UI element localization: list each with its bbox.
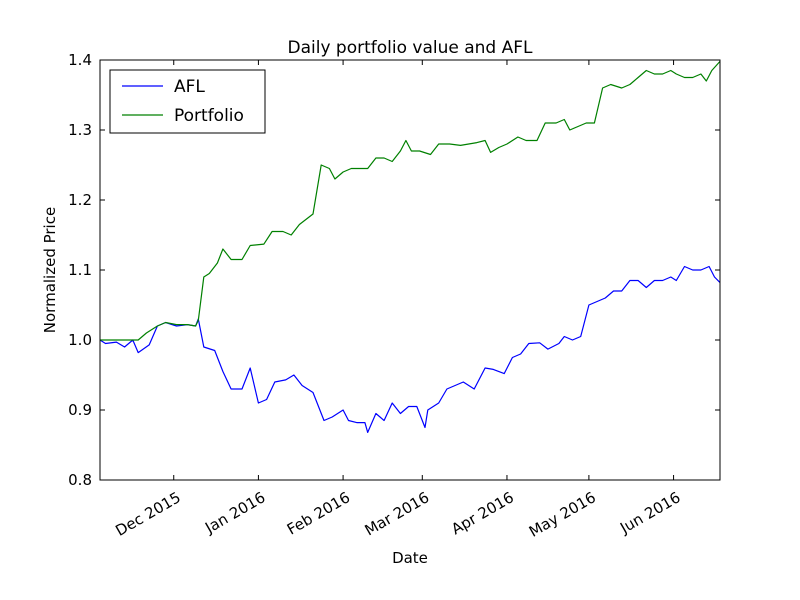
- x-tick-label: Dec 2015: [112, 488, 183, 540]
- y-tick-label: 0.8: [68, 471, 92, 489]
- x-tick-label: Apr 2016: [448, 488, 517, 538]
- plot-frame: [99, 59, 721, 481]
- y-tick-label: 0.9: [68, 401, 92, 419]
- y-tick-label: 1.3: [68, 121, 92, 139]
- x-tick-label: May 2016: [526, 488, 599, 541]
- chart-title: Daily portfolio value and AFL: [287, 38, 533, 58]
- y-tick-label: 1.1: [68, 261, 92, 279]
- legend-label-afl: AFL: [174, 77, 205, 97]
- x-axis-label: Date: [392, 549, 428, 567]
- legend-label-portfolio: Portfolio: [174, 106, 244, 126]
- y-tick-label: 1.0: [68, 331, 92, 349]
- x-tick-label: Feb 2016: [284, 488, 353, 538]
- y-tick-label: 1.4: [68, 51, 92, 69]
- legend-frame: [109, 69, 266, 134]
- legend: AFL Portfolio: [109, 69, 266, 134]
- x-tick-label: Jun 2016: [616, 488, 683, 537]
- x-tick-label: Mar 2016: [362, 488, 433, 539]
- y-tick-label: 1.2: [68, 191, 92, 209]
- series-line-portfolio: [100, 60, 721, 341]
- x-tick-label: Jan 2016: [201, 488, 268, 537]
- series-lines: [99, 60, 721, 433]
- series-line-afl: [99, 265, 721, 433]
- y-axis-label: Normalized Price: [41, 207, 59, 333]
